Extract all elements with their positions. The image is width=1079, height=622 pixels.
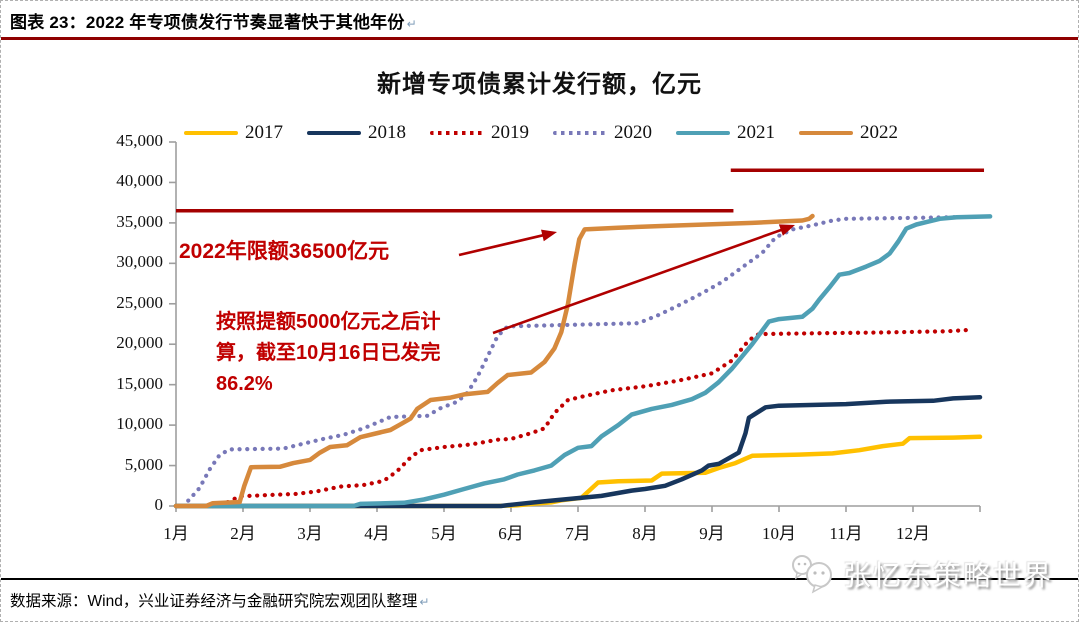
legend-swatch-2021 (676, 131, 730, 135)
source-text: 数据来源：Wind，兴业证券经济与金融研究院宏观团队整理 (10, 593, 418, 610)
legend-swatch-2022 (799, 131, 853, 135)
series-line-2022 (173, 213, 815, 509)
x-tick-label: 11月 (829, 524, 863, 543)
legend-item-2019: 2019 (430, 122, 529, 144)
paragraph-mark-icon: ↵ (419, 595, 430, 609)
x-tick-label: 9月 (699, 524, 725, 543)
legend-swatch-2020 (553, 131, 607, 135)
y-tick-label: 25,000 (116, 292, 163, 312)
legend-item-2018: 2018 (307, 122, 406, 144)
legend-label-2020: 2020 (614, 122, 652, 143)
series-line-2020 (180, 215, 963, 509)
header-divider (1, 37, 1078, 40)
legend-swatch-2017 (184, 131, 238, 135)
legend-label-2017: 2017 (245, 122, 283, 143)
footer-divider (1, 578, 1078, 580)
x-tick-label: 1月 (163, 524, 189, 543)
chart-legend: 2017 2018 2019 2020 2021 2022 (141, 122, 941, 144)
x-tick-label: 7月 (565, 524, 591, 543)
figure-header-text: 图表 23：2022 年专项债发行节奏显著快于其他年份 (10, 13, 405, 32)
annotation-note-line: 算，截至10月16日已发完 (216, 342, 441, 364)
legend-item-2017: 2017 (184, 122, 283, 144)
x-tick-label: 2月 (230, 524, 256, 543)
y-tick-label: 0 (154, 495, 164, 514)
watermark-text: 张忆东策略世界 (843, 561, 1054, 592)
y-tick-label: 40,000 (116, 171, 163, 191)
legend-item-2022: 2022 (799, 122, 898, 144)
x-tick-label: 12月 (896, 524, 930, 543)
y-tick-label: 15,000 (116, 373, 163, 393)
annotation-limit: 2022年限额36500亿元 (179, 240, 390, 263)
x-tick-label: 8月 (632, 524, 658, 543)
legend-label-2019: 2019 (491, 122, 529, 143)
legend-label-2022: 2022 (860, 122, 898, 143)
chart-title: 新增专项债累计发行额，亿元 (377, 72, 702, 98)
paragraph-mark-icon: ↵ (406, 17, 417, 31)
legend-swatch-2019 (430, 131, 484, 135)
annotation-note-line: 86.2% (216, 373, 273, 395)
y-tick-label: 20,000 (116, 333, 163, 353)
x-tick-label: 5月 (431, 524, 457, 543)
figure-header: 图表 23：2022 年专项债发行节奏显著快于其他年份 ↵ (10, 8, 417, 33)
legend-label-2018: 2018 (368, 122, 406, 143)
x-tick-label: 6月 (498, 524, 524, 543)
legend-item-2021: 2021 (676, 122, 775, 144)
y-tick-label: 35,000 (116, 211, 163, 231)
series-line-2018 (173, 394, 983, 509)
y-tick-label: 10,000 (116, 414, 163, 434)
annotation-note: 按照提额5000亿元之后计 算，截至10月16日已发完 86.2% (216, 307, 441, 400)
legend-swatch-2018 (307, 131, 361, 135)
y-tick-label: 30,000 (116, 252, 163, 272)
annotation-note-line: 按照提额5000亿元之后计 (216, 311, 441, 333)
y-tick-label: 45,000 (116, 131, 163, 150)
y-tick-label: 5,000 (124, 454, 163, 474)
x-tick-label: 10月 (762, 524, 796, 543)
series-line-2019 (210, 327, 976, 509)
legend-item-2020: 2020 (553, 122, 652, 144)
wechat-smiley-icon (792, 555, 832, 594)
watermark: 张忆东策略世界 (789, 553, 1053, 595)
x-tick-label: 3月 (297, 524, 323, 543)
x-tick-label: 4月 (364, 524, 390, 543)
series-line-2021 (173, 214, 993, 509)
legend-label-2021: 2021 (737, 122, 775, 143)
source-line: 数据来源：Wind，兴业证券经济与金融研究院宏观团队整理 ↵ (10, 589, 429, 611)
